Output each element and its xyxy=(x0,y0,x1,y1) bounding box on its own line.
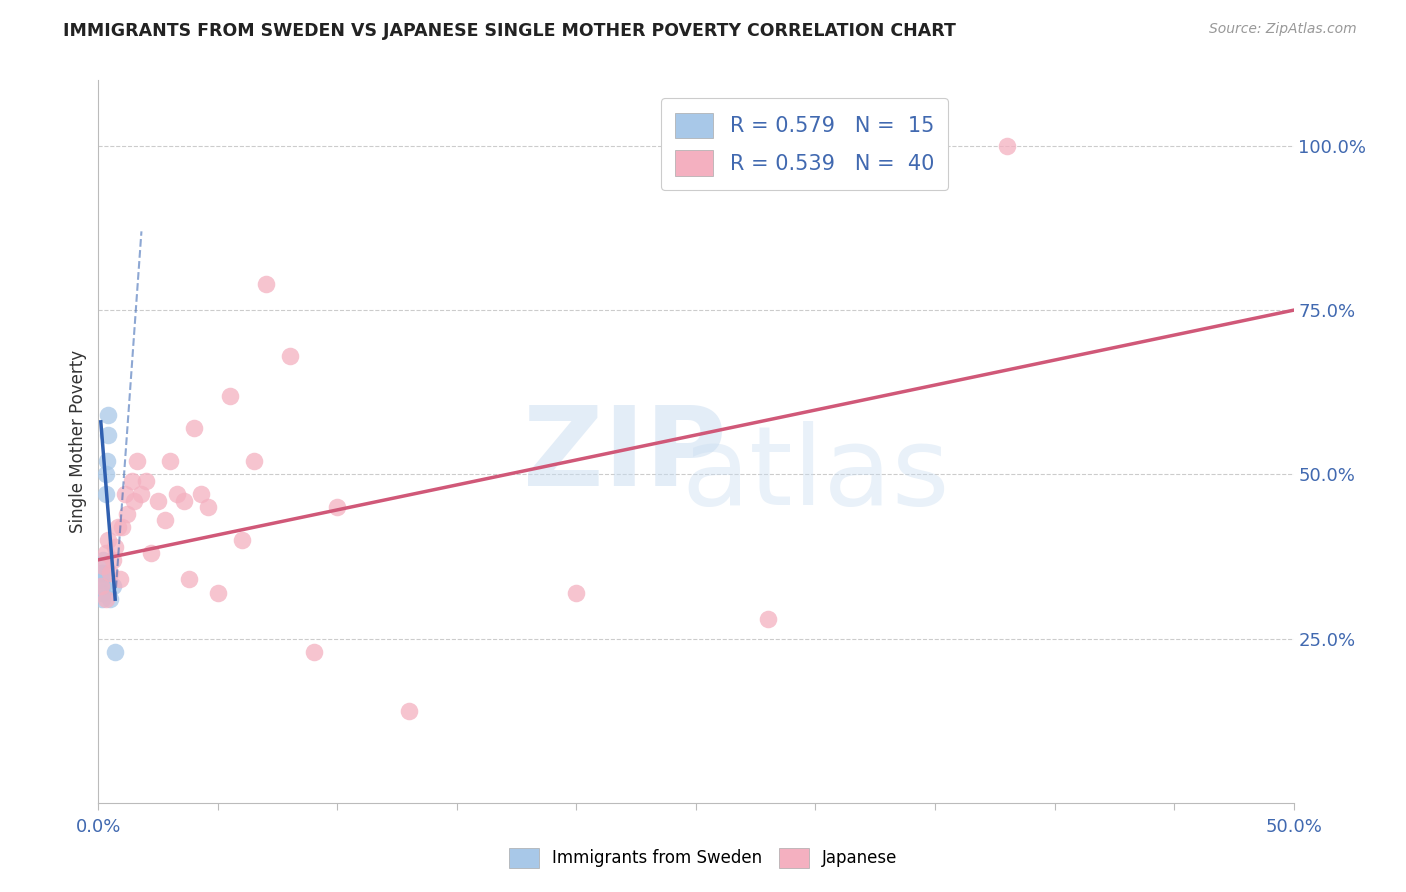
Point xyxy=(97,409,120,423)
Point xyxy=(139,546,162,560)
Point xyxy=(96,454,118,468)
Point xyxy=(91,559,114,574)
Y-axis label: Single Mother Poverty: Single Mother Poverty xyxy=(69,350,87,533)
Point xyxy=(94,592,117,607)
Point xyxy=(97,533,120,547)
Point xyxy=(190,487,212,501)
Point xyxy=(131,487,153,501)
Point xyxy=(135,474,157,488)
Point xyxy=(101,553,124,567)
Point xyxy=(124,493,146,508)
Point xyxy=(107,520,129,534)
Point xyxy=(207,585,229,599)
Point xyxy=(219,388,242,402)
Point xyxy=(90,573,112,587)
Point xyxy=(243,454,266,468)
Point xyxy=(111,520,134,534)
Point xyxy=(197,500,219,515)
Point xyxy=(183,421,205,435)
Text: Source: ZipAtlas.com: Source: ZipAtlas.com xyxy=(1209,22,1357,37)
Text: atlas: atlas xyxy=(682,420,949,527)
Point xyxy=(91,566,114,580)
Point xyxy=(98,592,122,607)
Point xyxy=(91,579,114,593)
Point xyxy=(90,566,112,580)
Point xyxy=(173,493,195,508)
Point xyxy=(148,493,170,508)
Point xyxy=(98,566,122,580)
Legend: R = 0.579   N =  15, R = 0.539   N =  40: R = 0.579 N = 15, R = 0.539 N = 40 xyxy=(661,98,949,190)
Point xyxy=(115,507,138,521)
Point xyxy=(101,579,124,593)
Point xyxy=(104,645,127,659)
Text: ZIP: ZIP xyxy=(523,402,725,509)
Point xyxy=(104,540,127,554)
Point xyxy=(254,277,277,291)
Point xyxy=(114,487,136,501)
Point xyxy=(159,454,181,468)
Point xyxy=(756,612,779,626)
Point xyxy=(995,139,1018,153)
Point xyxy=(91,592,114,607)
Point xyxy=(108,573,131,587)
Point xyxy=(565,585,588,599)
Point xyxy=(121,474,143,488)
Point xyxy=(94,467,117,482)
Point xyxy=(166,487,188,501)
Point xyxy=(90,585,112,599)
Point xyxy=(125,454,148,468)
Text: IMMIGRANTS FROM SWEDEN VS JAPANESE SINGLE MOTHER POVERTY CORRELATION CHART: IMMIGRANTS FROM SWEDEN VS JAPANESE SINGL… xyxy=(63,22,956,40)
Point xyxy=(179,573,201,587)
Point xyxy=(94,487,117,501)
Point xyxy=(278,349,301,363)
Point xyxy=(94,546,117,560)
Point xyxy=(398,704,420,718)
Point xyxy=(326,500,349,515)
Point xyxy=(91,553,114,567)
Legend: Immigrants from Sweden, Japanese: Immigrants from Sweden, Japanese xyxy=(502,841,904,875)
Point xyxy=(97,428,120,442)
Point xyxy=(302,645,325,659)
Point xyxy=(231,533,253,547)
Point xyxy=(90,579,112,593)
Point xyxy=(155,513,177,527)
